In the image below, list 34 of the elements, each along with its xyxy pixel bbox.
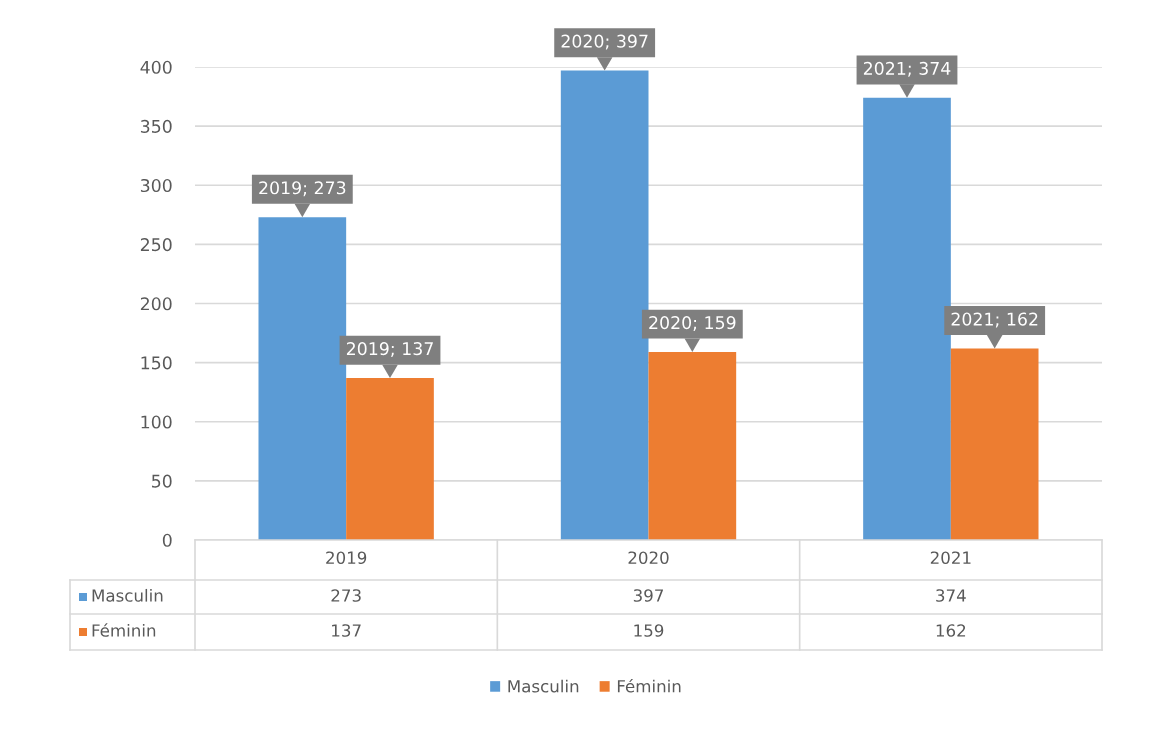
annotation: 2021; 374	[863, 61, 951, 77]
bar	[950, 348, 1039, 540]
annotation: 2020; 397	[561, 34, 648, 50]
bar	[863, 97, 951, 540]
annotation: 2019; 273	[259, 181, 346, 197]
bar	[648, 351, 737, 540]
x-tick-label: 2021	[930, 551, 971, 565]
y-tick-label: 100	[141, 415, 172, 429]
text: Masculin	[508, 679, 579, 693]
x-tick-label: 2020	[628, 551, 669, 565]
annotation: 2021; 162	[951, 312, 1038, 328]
y-tick-label: 0	[162, 533, 172, 547]
legend-label: Féminin	[617, 678, 681, 693]
data-label: 397	[633, 589, 663, 602]
bar	[258, 217, 347, 540]
legend-label: Masculin	[92, 588, 163, 602]
bar	[560, 70, 649, 540]
data-label: 159	[634, 624, 664, 637]
data-label: 273	[331, 589, 361, 602]
y-tick-label: 150	[141, 356, 172, 370]
bar	[346, 378, 434, 540]
text: Féminin	[92, 623, 156, 637]
y-tick-label: 250	[140, 238, 172, 252]
data-label: 374	[936, 589, 966, 602]
x-tick-label: 2019	[326, 551, 367, 565]
y-tick-label: 50	[152, 474, 172, 488]
annotation: 2019; 137	[346, 342, 433, 357]
y-tick-label: 350	[140, 119, 172, 133]
data-label: 162	[936, 624, 966, 637]
data-label: 137	[332, 624, 361, 637]
y-tick-label: 400	[140, 60, 172, 74]
y-tick-label: 200	[140, 297, 172, 311]
y-tick-label: 300	[140, 178, 172, 193]
annotation: 2020; 159	[649, 316, 736, 331]
